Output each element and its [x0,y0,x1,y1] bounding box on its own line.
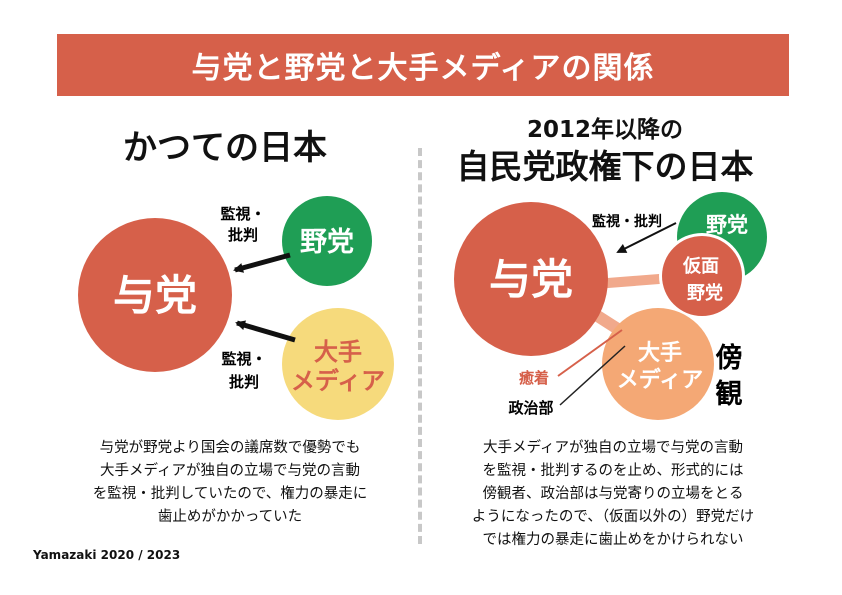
left-opposition-circle [282,196,372,286]
right-media-label-line1: 大手 [638,341,682,366]
right-paragraph-line: では権力の暴走に歯止めをかけられない [482,532,744,548]
left-label-bottom-line1: 監視・ [221,350,266,368]
right-arrow-opposition [616,222,677,253]
left-label-bottom-line2: 批判 [229,373,259,391]
title-banner: 与党と野党と大手メディアの関係 [57,34,789,96]
right-kamen-label-line2: 野党 [687,282,723,304]
left-ruling-party-label: 与党 [113,271,197,320]
right-bokan-line2: 観 [716,378,743,410]
right-yuchaku-label: 癒着 [519,369,549,387]
left-arrow-media [235,320,296,343]
right-media-circle [602,308,714,420]
left-media-label-line1: 大手 [314,338,362,366]
right-label-top: 監視・批判 [592,213,662,230]
left-ruling-party-circle [78,218,232,372]
right-kamen-label-line1: 仮面 [682,255,719,277]
right-yuchaku-line [557,329,623,377]
right-heading-main: 自民党政権下の日本 [456,147,754,186]
right-ruling-party-circle [454,202,608,356]
right-paragraph-line: 傍観者、政治部は与党寄りの立場をとる [482,486,744,502]
right-paragraph: 大手メディアが独自の立場で与党の言動 を監視・批判するのを止め、形式的には 傍観… [438,437,788,552]
right-bokan-line1: 傍 [716,342,743,374]
left-paragraph-line: 大手メディアが独自の立場で与党の言動 [100,463,360,479]
center-divider [418,148,422,544]
left-paragraph-line: 与党が野党より国会の議席数で優勢でも [99,440,361,456]
left-paragraph: 与党が野党より国会の議席数で優勢でも 大手メディアが独自の立場で与党の言動 を監… [60,437,400,529]
right-seijibu-line [559,345,626,406]
left-label-top-line1: 監視・ [220,205,265,223]
right-opposition-label: 野党 [706,213,748,237]
right-paragraph-line: 大手メディアが独自の立場で与党の言動 [483,440,743,456]
left-media-circle [282,308,394,420]
left-heading: かつての日本 [123,128,327,168]
right-kamen-circle [662,236,742,316]
left-media-label-line2: メディア [291,367,385,395]
left-paragraph-line: を監視・批判していたので、権力の暴走に [92,486,368,502]
right-seijibu-label: 政治部 [508,399,553,417]
right-heading-sub: 2012年以降の [526,117,683,143]
left-paragraph-line: 歯止めがかかっていた [157,509,303,525]
right-paragraph-line: ようになったので、（仮面以外の）野党だけ [471,509,755,525]
right-ruling-party-label: 与党 [489,255,573,304]
left-opposition-label: 野党 [300,227,354,258]
credit: Yamazaki 2020 / 2023 [33,548,181,562]
right-media-label-line2: メディア [617,367,703,393]
right-paragraph-line: を監視・批判するのを止め、形式的には [482,463,744,479]
left-label-top-line2: 批判 [228,226,258,244]
left-arrow-opposition [233,252,291,273]
